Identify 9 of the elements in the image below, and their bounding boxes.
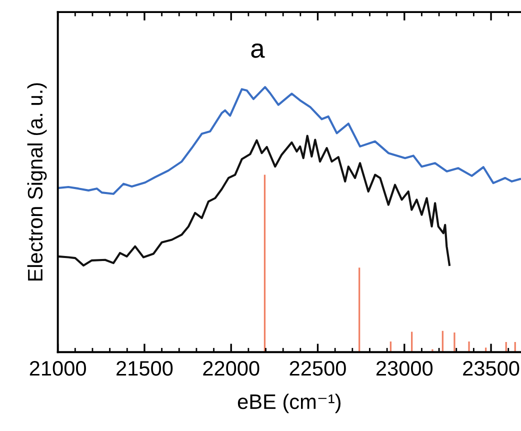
text: a xyxy=(251,43,265,58)
x-tick-label: 21500 xyxy=(116,361,173,376)
x-axis-title: eBE (cm⁻¹) xyxy=(238,394,340,414)
x-tick-label: 22000 xyxy=(203,361,260,376)
x-tick-label: 23000 xyxy=(376,361,433,376)
x-tick-label: 22500 xyxy=(290,361,346,376)
y-axis-title: Electron Signal (a. u.) xyxy=(27,83,47,281)
x-tick-label: 23500 xyxy=(463,361,520,376)
x-tick-label: 21000 xyxy=(30,361,86,376)
